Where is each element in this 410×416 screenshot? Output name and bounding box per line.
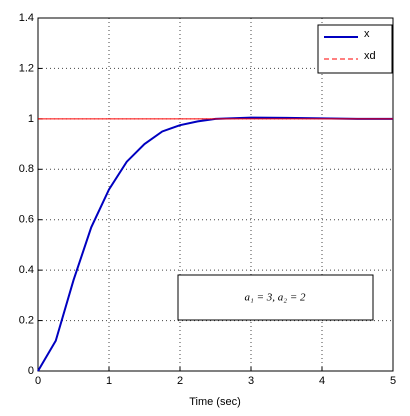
x-tick-label: 3 bbox=[248, 375, 254, 387]
y-tick-label: 0.6 bbox=[19, 214, 34, 226]
y-tick-label: 1 bbox=[28, 113, 34, 125]
y-tick-label: 0.2 bbox=[19, 314, 34, 326]
plot-frame bbox=[37, 17, 394, 372]
y-tick-label: 0.4 bbox=[19, 264, 34, 276]
x-tick-label: 4 bbox=[319, 375, 325, 387]
y-tick-label: 0.8 bbox=[19, 163, 34, 175]
legend-box bbox=[317, 24, 393, 74]
x-axis-label: Time (sec) bbox=[189, 396, 241, 408]
annotation-box bbox=[177, 274, 374, 321]
x-tick-label: 2 bbox=[177, 375, 183, 387]
y-tick-label: 0 bbox=[28, 365, 34, 377]
annotation: a₁ = 3, a₂ = 2 bbox=[245, 292, 306, 304]
x-tick-label: 5 bbox=[390, 375, 396, 387]
line bbox=[37, 116, 393, 372]
legend-label: xd bbox=[364, 50, 376, 62]
x-tick-label: 0 bbox=[35, 375, 41, 387]
y-tick-label: 1.2 bbox=[19, 62, 34, 74]
y-tick-label: 1.4 bbox=[19, 12, 34, 24]
legend-label: x bbox=[364, 28, 370, 40]
x-tick-label: 1 bbox=[106, 375, 112, 387]
